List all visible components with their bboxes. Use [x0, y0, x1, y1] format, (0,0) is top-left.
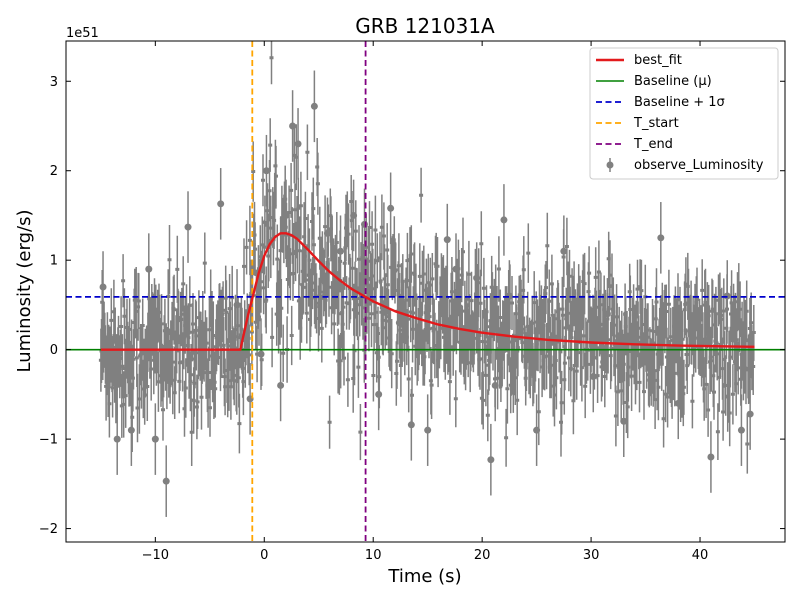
- observed-outlier-point: [277, 381, 285, 389]
- observed-outlier-point: [746, 410, 754, 418]
- chart-title: GRB 121031A: [355, 14, 495, 38]
- y-tick-label: −1: [39, 433, 58, 448]
- plot-data-layer: [66, 41, 785, 542]
- observed-outlier-point: [113, 435, 121, 443]
- observed-outlier-point: [289, 122, 297, 130]
- best-fit-curve: [100, 232, 755, 351]
- x-tick-label: 10: [365, 548, 382, 563]
- x-tick-label: 30: [583, 548, 600, 563]
- observed-outlier-point: [674, 399, 682, 407]
- observed-outlier-point: [452, 265, 460, 273]
- observed-outlier-point: [164, 328, 172, 336]
- legend: best_fit Baseline (μ) Baseline + 1σ T_st…: [589, 47, 779, 180]
- x-tick-label: 0: [260, 548, 268, 563]
- x-tick-label: 20: [474, 548, 491, 563]
- observed-outlier-point: [620, 417, 628, 425]
- y-tick-label: −2: [39, 522, 58, 537]
- observed-outlier-point: [443, 236, 451, 244]
- observed-outlier-point: [603, 310, 611, 318]
- x-tick-label: −10: [142, 548, 169, 563]
- legend-label-best-fit: best_fit: [634, 53, 682, 68]
- legend-label-observed: observe_Luminosity: [634, 158, 764, 173]
- observed-outlier-point: [500, 216, 508, 224]
- legend-swatch-observed-point: [606, 161, 614, 169]
- observed-outlier-point: [310, 102, 318, 110]
- observed-outlier-point: [262, 167, 270, 175]
- observed-outlier-point: [424, 426, 432, 434]
- observed-outlier-point: [657, 234, 665, 242]
- observed-outlier-point: [395, 319, 403, 327]
- observed-outlier-point: [151, 435, 159, 443]
- observed-outlier-point: [387, 204, 395, 212]
- observed-outlier-point: [323, 229, 331, 237]
- legend-label-baseline: Baseline (μ): [634, 74, 712, 89]
- observed-outlier-point: [350, 211, 358, 219]
- observed-outlier-point: [707, 453, 715, 461]
- observed-outlier-point: [533, 426, 541, 434]
- observed-outlier-point: [589, 372, 597, 380]
- observed-outlier-point: [233, 301, 241, 309]
- observed-outlier-point: [737, 426, 745, 434]
- observed-outlier-point: [360, 220, 368, 228]
- legend-markers: [596, 58, 624, 172]
- observed-outlier-point: [560, 247, 568, 255]
- observed-outlier-point: [375, 390, 383, 398]
- legend-label-t-end: T_end: [633, 137, 673, 152]
- observed-outlier-point: [145, 265, 153, 273]
- observed-outlier-point: [257, 350, 265, 358]
- legend-box: [589, 47, 779, 180]
- observed-outlier-point: [487, 456, 495, 464]
- legend-label-baseline-sigma: Baseline + 1σ: [634, 95, 725, 110]
- y-tick-label: 3: [50, 75, 58, 90]
- y-tick-label: 2: [50, 164, 58, 179]
- legend-label-t-start: T_start: [633, 116, 679, 131]
- observed-outlier-point: [162, 477, 170, 485]
- y-tick-label: 1: [50, 254, 58, 269]
- x-axis-label: Time (s): [387, 566, 461, 587]
- observed-outlier-point: [294, 140, 302, 148]
- observed-points: [98, 56, 756, 446]
- plot-frame: [65, 40, 786, 543]
- y-scale-label: 1e51: [66, 26, 99, 41]
- observed-outlier-point: [491, 381, 499, 389]
- y-tick-label: 0: [50, 343, 58, 358]
- observed-outlier-point: [127, 426, 135, 434]
- observed-outlier-point: [282, 211, 290, 219]
- observed-outlier-point: [99, 283, 107, 291]
- y-axis-label: Luminosity (erg/s): [14, 210, 35, 373]
- observed-outlier-point: [217, 200, 225, 208]
- observed-outlier-point: [407, 421, 415, 429]
- observed-outlier-point: [701, 337, 709, 345]
- x-tick-label: 40: [692, 548, 709, 563]
- observed-outlier-point: [184, 223, 192, 231]
- observed-outlier-point: [337, 247, 345, 255]
- observed-outlier-point: [473, 274, 481, 282]
